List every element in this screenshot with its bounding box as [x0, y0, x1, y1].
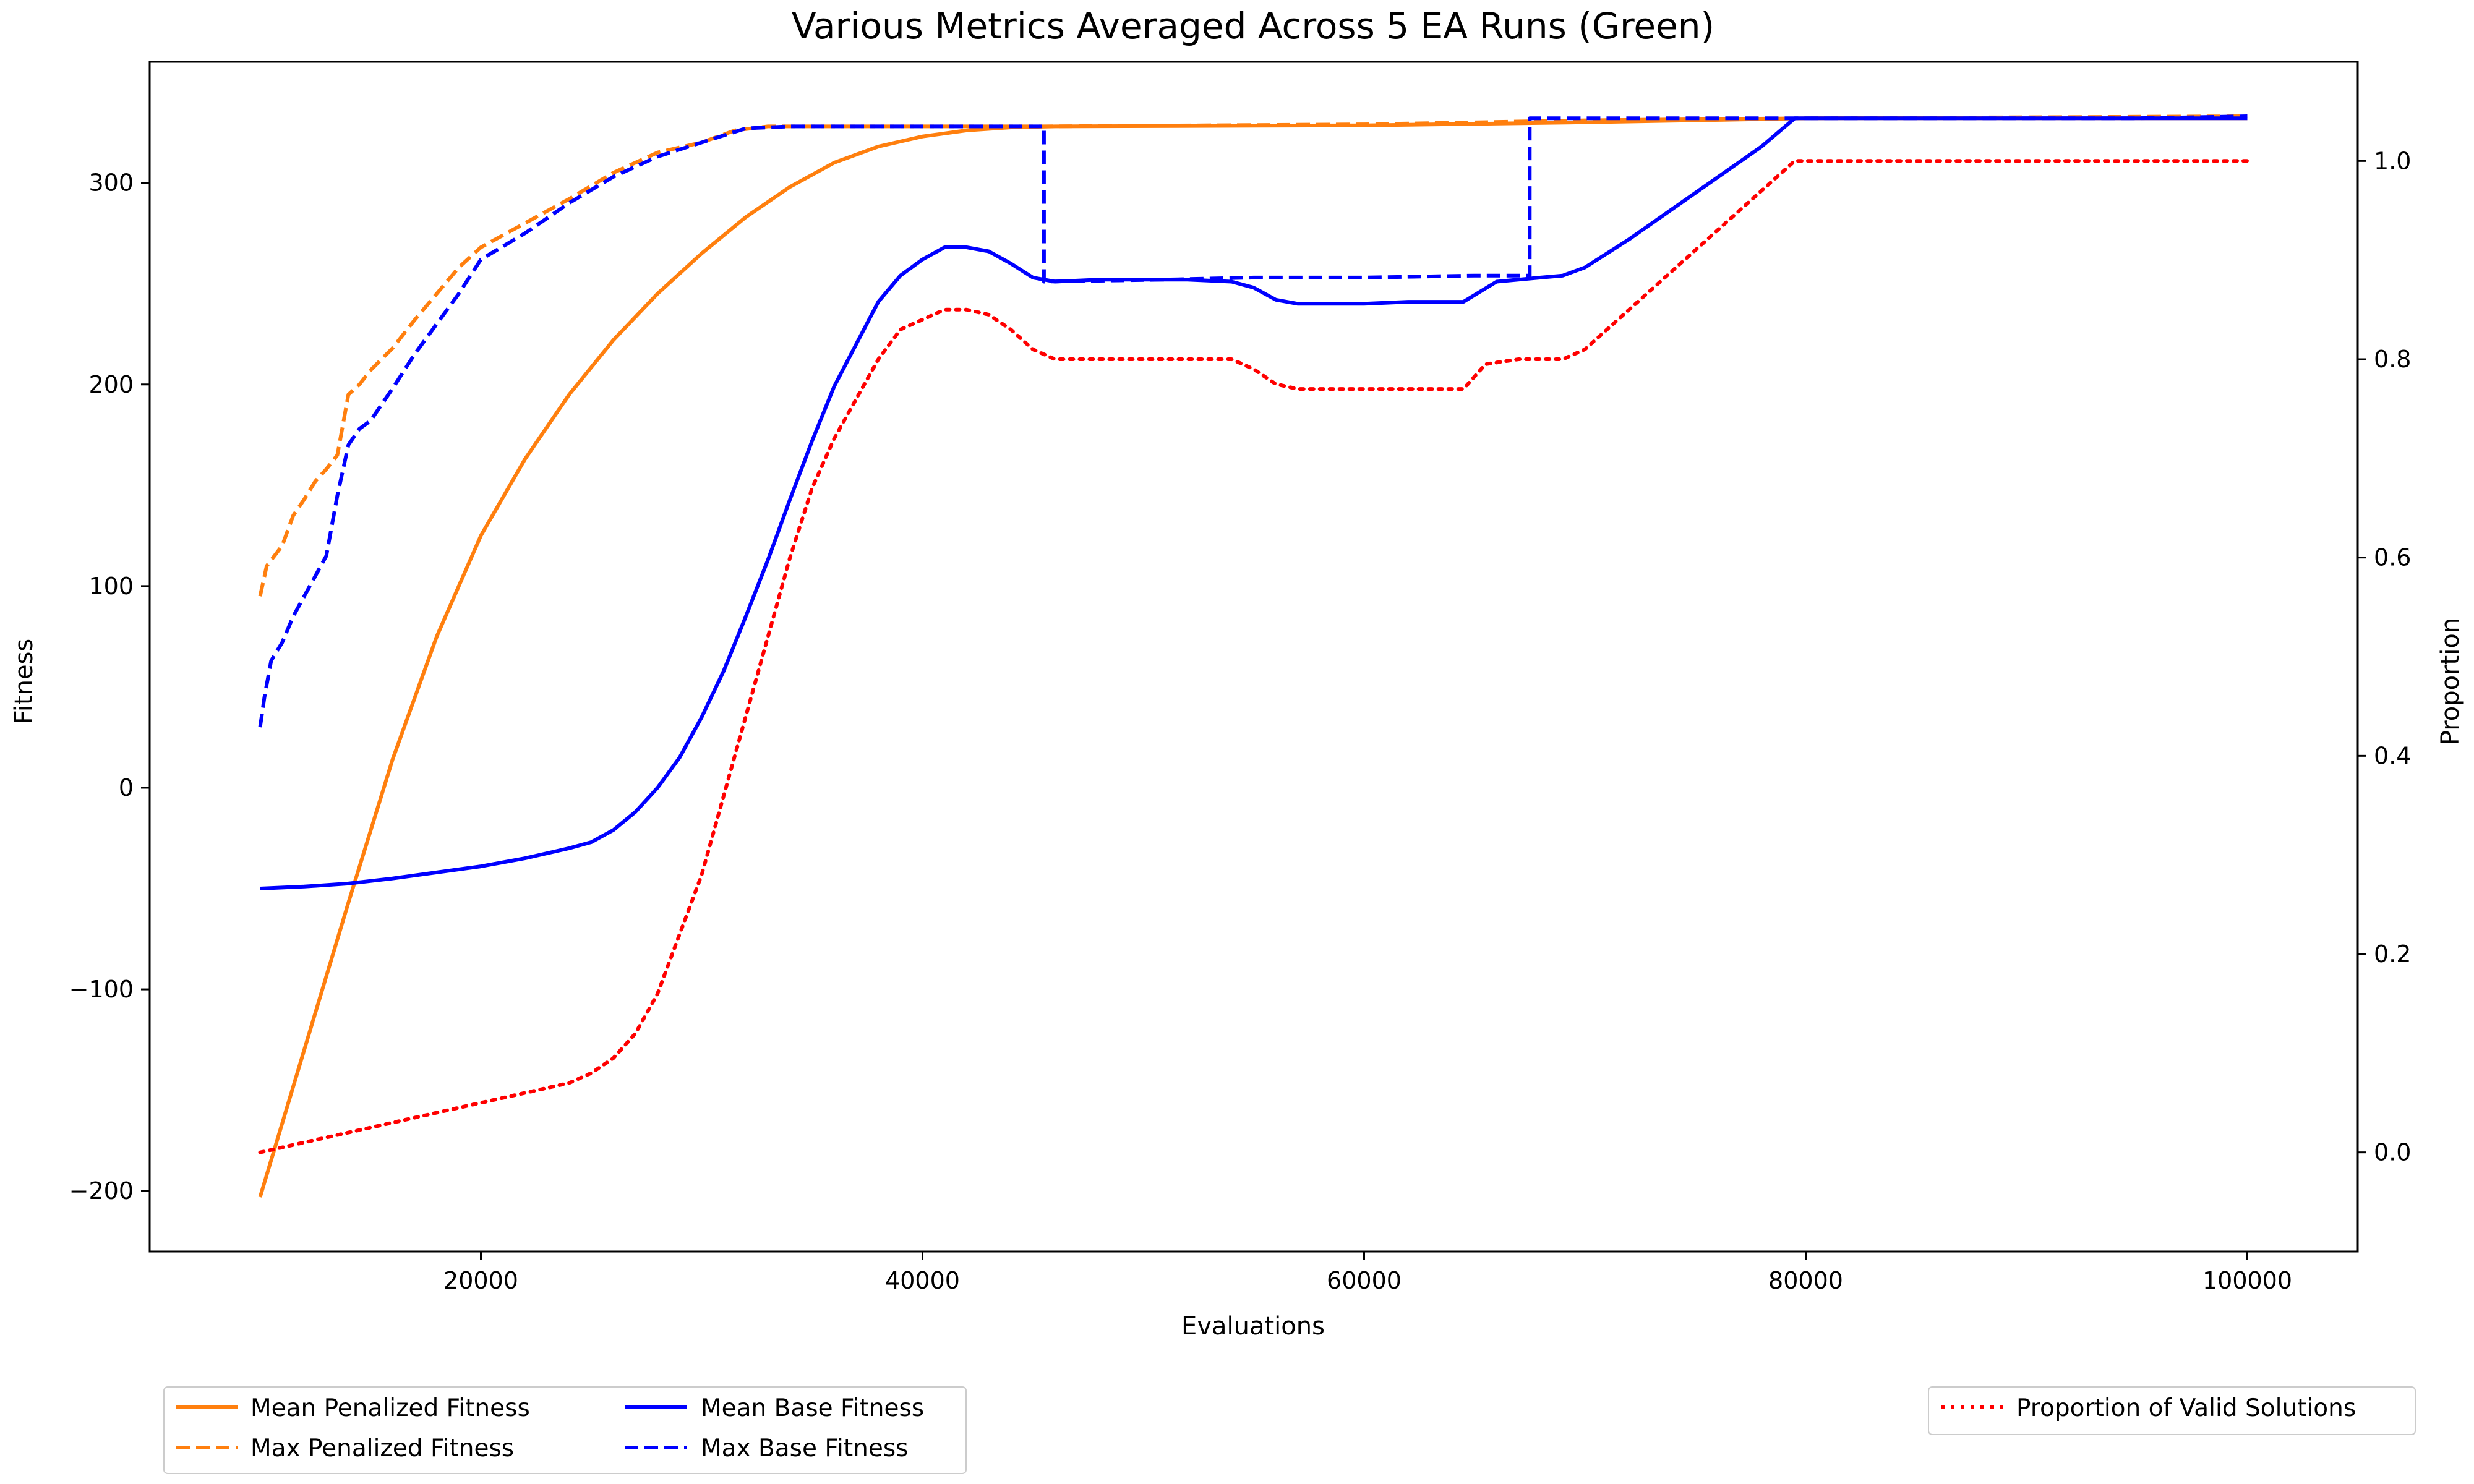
series-line-proportion-of-valid-solutions: [258, 159, 2249, 1154]
legend-fitness-frame: [163, 1386, 967, 1474]
legend-mean-base-label: Mean Base Fitness: [701, 1394, 924, 1422]
x-tick-label: 100000: [2202, 1267, 2292, 1294]
legend-max-penalized-label: Max Penalized Fitness: [250, 1435, 514, 1462]
plot-area: [258, 114, 2249, 1198]
x-tick-label: 80000: [1768, 1267, 1843, 1294]
y2-tick-label: 0.0: [2374, 1139, 2411, 1166]
y-tick-label: 200: [88, 371, 134, 398]
x-tick-label: 40000: [885, 1267, 960, 1294]
y2-tick-label: 0.2: [2374, 940, 2411, 968]
series-line-mean-penalized-fitness: [258, 116, 2248, 1198]
y-tick-label: −100: [69, 976, 134, 1003]
axes: 20000 40000 60000 80000 100000 −200 −100 0 100 20…: [69, 61, 2411, 1294]
x-axis-label: Evaluations: [1181, 1312, 1325, 1341]
x-tick-label: 60000: [1327, 1267, 1402, 1294]
y2-tick-label: 0.4: [2374, 742, 2411, 769]
legend-fitness: Mean Penalized Fitness Max Penalized Fit…: [163, 1386, 967, 1474]
series-line-mean-base-fitness: [260, 116, 2248, 890]
legend-proportion-frame: [1928, 1386, 2416, 1435]
y2-tick-label: 0.6: [2374, 544, 2411, 571]
y2-tick-label: 1.0: [2374, 147, 2411, 174]
y-axis-label: Fitness: [10, 639, 38, 725]
y2-tick-label: 0.8: [2374, 346, 2411, 373]
legend-proportion-label: Proportion of Valid Solutions: [2016, 1394, 2356, 1422]
y-tick-label: −200: [69, 1177, 134, 1205]
series-line-max-penalized-fitness: [258, 114, 2248, 597]
legend-proportion: Proportion of Valid Solutions: [1928, 1386, 2416, 1435]
y-tick-label: 100: [88, 573, 134, 600]
y-tick-label: 0: [119, 774, 134, 801]
y-tick-label: 300: [88, 169, 134, 197]
legend-max-base-label: Max Base Fitness: [701, 1435, 908, 1462]
legend-mean-penalized-label: Mean Penalized Fitness: [250, 1394, 530, 1422]
series-line-max-base-fitness: [258, 114, 2248, 728]
plot-frame: [148, 61, 2359, 1253]
chart-title: Various Metrics Averaged Across 5 EA Run…: [792, 5, 1714, 47]
y2-axis-label: Proportion: [2436, 618, 2465, 745]
x-tick-label: 20000: [443, 1267, 518, 1294]
